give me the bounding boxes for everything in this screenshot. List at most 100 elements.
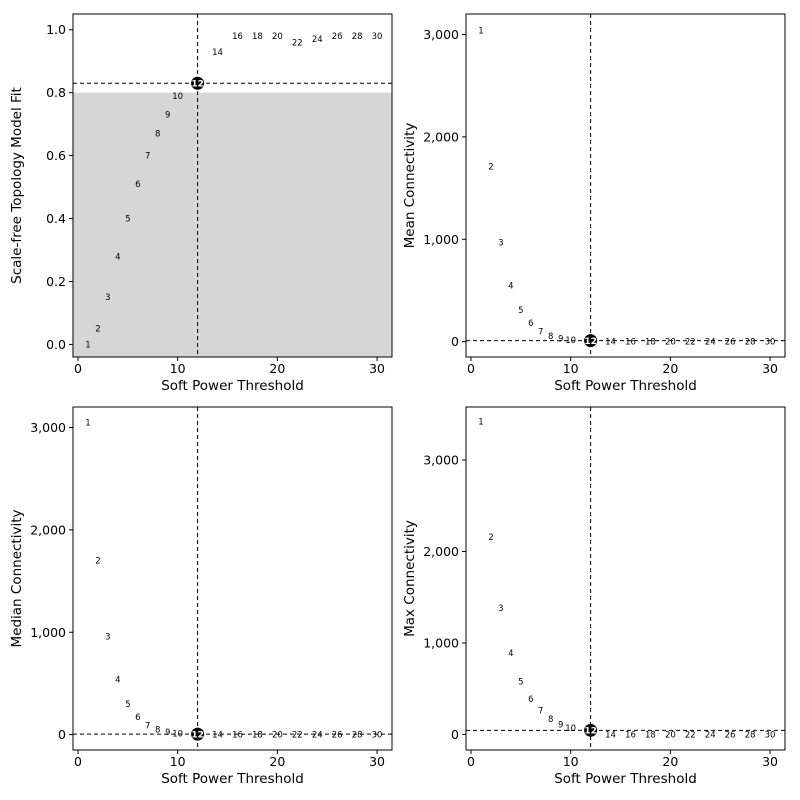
- point-label: 4: [508, 649, 513, 659]
- x-tick-label: 30: [762, 361, 778, 376]
- point-label: 7: [145, 152, 150, 162]
- highlight-point: [584, 723, 598, 737]
- x-tick-label: 30: [369, 754, 385, 769]
- point-label: 7: [538, 707, 543, 717]
- point-label: 20: [665, 730, 676, 740]
- y-tick-label: 0.2: [46, 274, 66, 289]
- point-label: 1: [478, 418, 483, 428]
- x-tick-label: 30: [762, 754, 778, 769]
- point-label: 20: [665, 338, 676, 348]
- point-label: 8: [155, 726, 160, 736]
- point-label: 8: [548, 332, 553, 342]
- x-tick-label: 20: [269, 754, 285, 769]
- point-label: 16: [232, 32, 243, 42]
- point-label: 14: [605, 730, 616, 740]
- point-label: 26: [725, 730, 736, 740]
- plot-frame: [72, 13, 393, 358]
- point-label: 2: [95, 557, 100, 567]
- point-label: 3: [105, 293, 110, 303]
- point-label: 6: [135, 180, 140, 190]
- x-tick-label: 10: [563, 361, 579, 376]
- point-label: 24: [705, 338, 716, 348]
- point-label: 5: [125, 215, 130, 225]
- point-label: 18: [252, 32, 263, 42]
- point-label: 4: [115, 675, 120, 685]
- y-tick-label: 3,000: [423, 453, 459, 468]
- point-label: 6: [135, 713, 140, 723]
- point-label: 16: [625, 338, 636, 348]
- point-label: 30: [765, 730, 776, 740]
- x-axis-label: Soft Power Threshold: [554, 378, 697, 394]
- x-tick-label: 0: [74, 754, 82, 769]
- y-tick-label: 3,000: [30, 420, 66, 435]
- y-axis-label: Scale-free Topology Model Fit: [9, 87, 25, 284]
- x-axis-label: Soft Power Threshold: [161, 771, 304, 787]
- plot-frame: [465, 406, 786, 751]
- point-label: 1: [478, 26, 483, 36]
- point-label: 28: [352, 32, 363, 42]
- point-label: 28: [352, 731, 363, 741]
- y-tick-label: 0.8: [46, 85, 66, 100]
- point-label: 16: [232, 731, 243, 741]
- y-axis-label: Max Connectivity: [402, 520, 418, 637]
- point-label: 10: [565, 336, 576, 346]
- x-tick-label: 20: [269, 361, 285, 376]
- x-tick-label: 10: [170, 361, 186, 376]
- highlight-label: 12: [191, 79, 204, 89]
- point-label: 18: [252, 731, 263, 741]
- x-tick-label: 0: [467, 361, 475, 376]
- y-tick-label: 0.0: [46, 337, 66, 352]
- point-label: 18: [645, 338, 656, 348]
- point-label: 2: [488, 163, 493, 173]
- x-tick-label: 30: [369, 361, 385, 376]
- point-label: 5: [125, 700, 130, 710]
- point-label: 9: [165, 728, 170, 738]
- point-label: 4: [115, 252, 120, 262]
- point-label: 28: [745, 730, 756, 740]
- point-label: 1: [85, 418, 90, 428]
- x-tick-label: 0: [467, 754, 475, 769]
- point-label: 26: [725, 338, 736, 348]
- point-label: 16: [625, 730, 636, 740]
- point-label: 6: [528, 695, 533, 705]
- point-label: 1: [85, 340, 90, 350]
- y-tick-label: 3,000: [423, 27, 459, 42]
- point-label: 6: [528, 319, 533, 329]
- x-tick-label: 20: [662, 361, 678, 376]
- y-tick-label: 0.4: [46, 211, 66, 226]
- point-label: 7: [538, 327, 543, 337]
- point-label: 14: [212, 731, 223, 741]
- point-label: 3: [498, 604, 503, 614]
- point-label: 20: [272, 32, 283, 42]
- point-label: 3: [498, 238, 503, 248]
- y-tick-label: 1,000: [423, 232, 459, 247]
- highlight-label: 12: [191, 730, 204, 740]
- point-label: 22: [292, 38, 303, 48]
- point-label: 7: [145, 721, 150, 731]
- y-tick-label: 0.6: [46, 148, 66, 163]
- y-tick-label: 2,000: [423, 544, 459, 559]
- y-tick-label: 2,000: [30, 522, 66, 537]
- y-tick-label: 0: [451, 727, 459, 742]
- point-label: 28: [745, 338, 756, 348]
- point-label: 24: [312, 731, 323, 741]
- point-label: 30: [372, 731, 383, 741]
- point-label: 22: [292, 731, 303, 741]
- point-label: 3: [105, 632, 110, 642]
- point-label: 24: [312, 35, 323, 45]
- x-tick-label: 20: [662, 754, 678, 769]
- point-label: 30: [765, 338, 776, 348]
- point-label: 24: [705, 730, 716, 740]
- highlight-label: 12: [584, 727, 597, 737]
- point-label: 20: [272, 731, 283, 741]
- point-label: 2: [95, 325, 100, 335]
- point-label: 22: [685, 338, 696, 348]
- x-tick-label: 10: [170, 754, 186, 769]
- point-label: 14: [212, 48, 223, 58]
- plot-frame: [465, 13, 786, 358]
- point-label: 9: [558, 335, 563, 345]
- point-label: 10: [172, 729, 183, 739]
